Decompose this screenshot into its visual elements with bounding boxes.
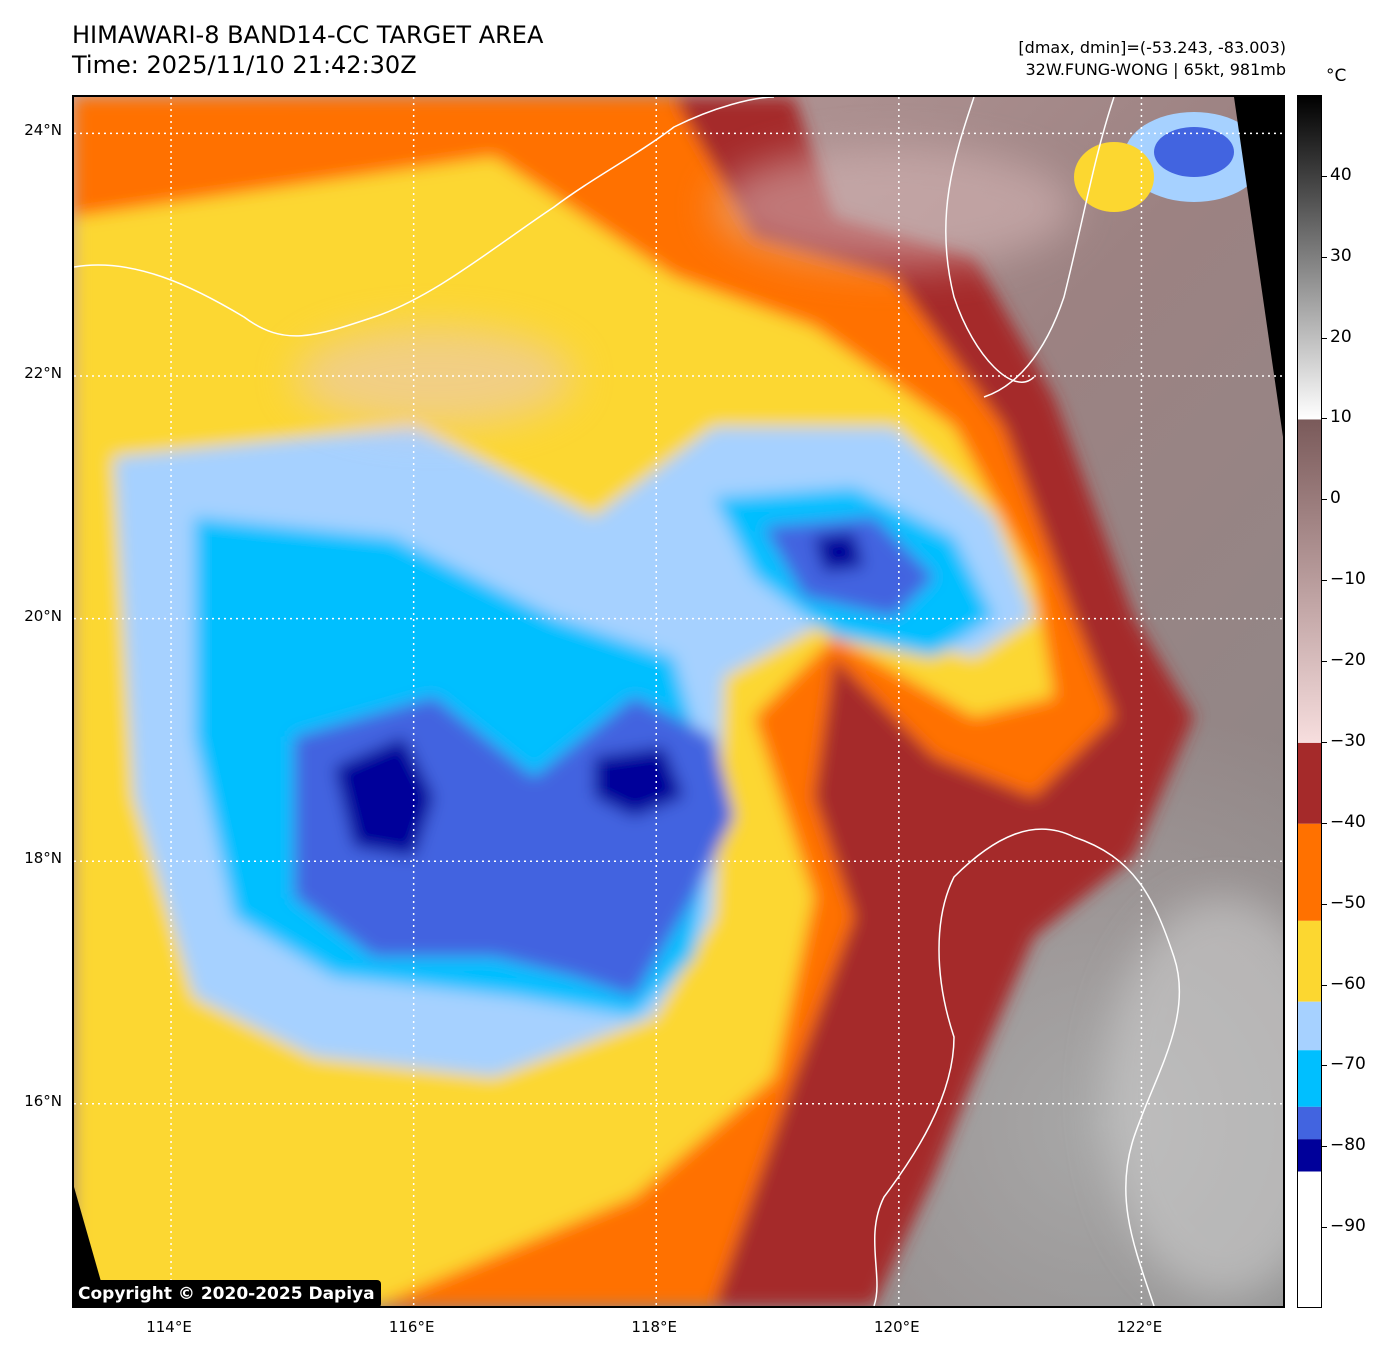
colorbar-tick	[1322, 337, 1327, 339]
colorbar-tick-label: 10	[1330, 407, 1352, 428]
lon-label: 122°E	[1116, 1318, 1163, 1336]
lat-label: 22°N	[24, 363, 62, 382]
colorbar-tick	[1322, 741, 1327, 743]
satellite-map	[72, 95, 1285, 1308]
cold-spot-ne	[1074, 112, 1264, 212]
colorbar-tick-label: −70	[1330, 1054, 1366, 1075]
colorbar-tick	[1322, 1065, 1327, 1067]
lon-label: 118°E	[631, 1318, 678, 1336]
dmax-dmin-text: [dmax, dmin]=(-53.243, -83.003)	[1018, 38, 1286, 57]
colorbar-tick-label: −80	[1330, 1135, 1366, 1156]
title-line-time: Time: 2025/11/10 21:42:30Z	[72, 51, 417, 79]
satellite-image	[74, 97, 1283, 1306]
colorbar-band-1	[1298, 419, 1321, 743]
colorbar-tick	[1322, 822, 1327, 824]
colorbar-tick-label: 30	[1330, 245, 1352, 266]
lat-label: 20°N	[24, 606, 62, 625]
title-line-product: HIMAWARI-8 BAND14-CC TARGET AREA	[72, 21, 544, 49]
figure-title: HIMAWARI-8 BAND14-CC TARGET AREA Time: 2…	[72, 20, 543, 80]
colorbar-band-9	[1298, 1171, 1321, 1307]
colorbar-tick	[1322, 418, 1327, 420]
figure-meta: [dmax, dmin]=(-53.243, -83.003) 32W.FUNG…	[1018, 37, 1286, 81]
lon-label: 114°E	[146, 1318, 192, 1336]
colorbar-band-4	[1298, 920, 1321, 1002]
lat-label: 16°N	[24, 1091, 62, 1110]
storm-info-text: 32W.FUNG-WONG | 65kt, 981mb	[1025, 60, 1286, 79]
colorbar-band-7	[1298, 1106, 1321, 1140]
colorbar-band-6	[1298, 1050, 1321, 1107]
colorbar-bands	[1298, 96, 1321, 1307]
colorbar-tick-label: 20	[1330, 326, 1352, 347]
colorbar-tick	[1322, 256, 1327, 258]
colorbar-tick	[1322, 1146, 1327, 1148]
colorbar	[1297, 95, 1322, 1308]
colorbar-band-0	[1298, 96, 1321, 420]
colorbar-tick	[1322, 903, 1327, 905]
colorbar-band-3	[1298, 823, 1321, 921]
colorbar-tick-label: −40	[1330, 811, 1366, 832]
colorbar-tick-label: −50	[1330, 892, 1366, 913]
warm-cloud-patches	[294, 147, 1283, 1297]
colorbar-tick-label: −90	[1330, 1216, 1366, 1237]
colorbar-tick-label: −10	[1330, 569, 1366, 590]
colorbar-tick-label: −20	[1330, 650, 1366, 671]
colorbar-band-8	[1298, 1139, 1321, 1172]
copyright-badge: Copyright © 2020-2025 Dapiya	[72, 1280, 381, 1308]
colorbar-band-5	[1298, 1001, 1321, 1051]
colorbar-tick-label: 40	[1330, 164, 1352, 185]
colorbar-tick	[1322, 984, 1327, 986]
no-data-sw	[74, 1187, 108, 1306]
colorbar-tick	[1322, 1227, 1327, 1229]
colorbar-tick-label: 0	[1330, 488, 1341, 509]
colorbar-tick	[1322, 580, 1327, 582]
colorbar-unit: °C	[1326, 66, 1347, 86]
coastlines	[74, 97, 1181, 1306]
no-data-ne	[1234, 97, 1283, 437]
colorbar-tick	[1322, 661, 1327, 663]
lat-label: 18°N	[24, 849, 62, 868]
colorbar-tick	[1322, 499, 1327, 501]
colorbar-band-2	[1298, 742, 1321, 824]
colorbar-tick	[1322, 175, 1327, 177]
lat-label: 24°N	[24, 121, 62, 140]
lon-label: 120°E	[874, 1318, 920, 1336]
colorbar-tick-label: −30	[1330, 730, 1366, 751]
lon-label: 116°E	[388, 1318, 435, 1336]
colorbar-tick-label: −60	[1330, 973, 1366, 994]
